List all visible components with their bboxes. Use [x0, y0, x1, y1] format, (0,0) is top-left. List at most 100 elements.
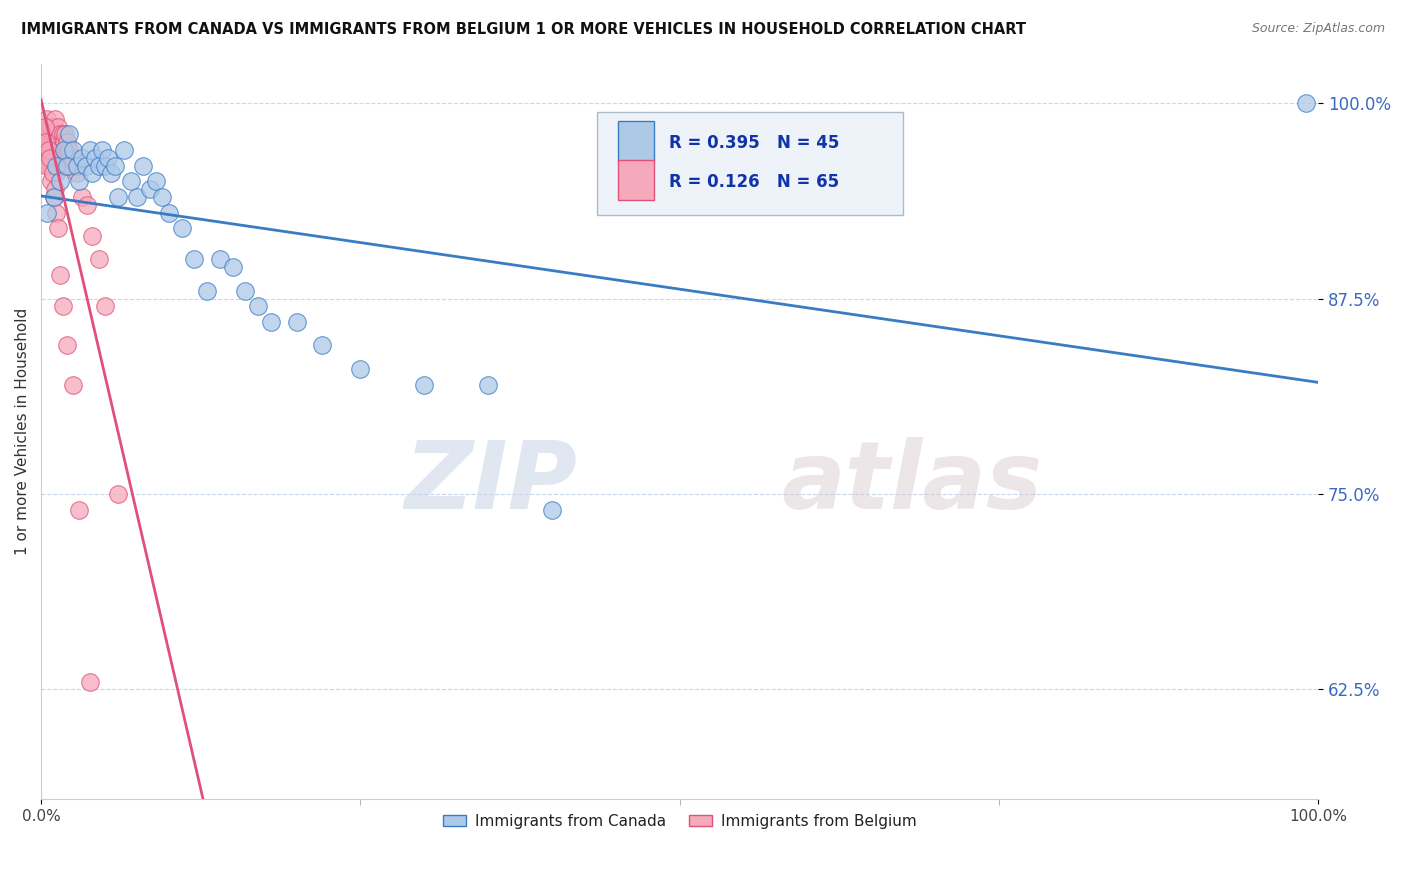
- Point: [87, 252, 110, 267]
- Point: [41, 135, 63, 149]
- Point: [42, 120, 65, 134]
- Point: [125, 190, 148, 204]
- Point: [34, 120, 56, 134]
- Point: [46, 120, 69, 134]
- Point: [49, 174, 72, 188]
- Point: [55, 338, 77, 352]
- Point: [247, 299, 270, 313]
- Point: [152, 190, 174, 204]
- Point: [58, 143, 80, 157]
- Point: [38, 120, 60, 134]
- Point: [53, 128, 76, 142]
- Point: [208, 252, 231, 267]
- FancyBboxPatch shape: [596, 112, 903, 215]
- Point: [107, 487, 129, 501]
- Point: [42, 159, 65, 173]
- Text: ZIP: ZIP: [405, 437, 578, 529]
- Point: [52, 159, 75, 173]
- Point: [96, 151, 118, 165]
- Point: [39, 143, 62, 157]
- Point: [48, 159, 70, 173]
- Point: [41, 159, 63, 173]
- Point: [55, 135, 77, 149]
- Point: [62, 151, 84, 165]
- Point: [145, 174, 167, 188]
- Point: [104, 159, 127, 173]
- Point: [45, 205, 67, 219]
- Point: [42, 143, 65, 157]
- Point: [55, 159, 77, 173]
- Point: [541, 502, 564, 516]
- Point: [49, 268, 72, 282]
- Point: [34, 135, 56, 149]
- Point: [67, 174, 90, 188]
- Point: [221, 260, 243, 275]
- Point: [44, 112, 66, 126]
- Point: [41, 174, 63, 188]
- Point: [260, 315, 283, 329]
- Point: [170, 221, 193, 235]
- Point: [37, 205, 59, 219]
- Point: [62, 143, 84, 157]
- Point: [349, 362, 371, 376]
- Point: [112, 143, 135, 157]
- Point: [49, 128, 72, 142]
- Point: [37, 143, 59, 157]
- Point: [45, 151, 67, 165]
- Point: [53, 143, 76, 157]
- Point: [235, 284, 257, 298]
- Point: [100, 166, 122, 180]
- Y-axis label: 1 or more Vehicles in Household: 1 or more Vehicles in Household: [15, 308, 30, 555]
- Point: [52, 128, 75, 142]
- Point: [53, 151, 76, 165]
- Point: [41, 135, 63, 149]
- Point: [35, 135, 58, 149]
- Point: [82, 229, 104, 244]
- Point: [76, 198, 98, 212]
- Point: [42, 190, 65, 204]
- Point: [55, 159, 77, 173]
- Text: atlas: atlas: [782, 437, 1043, 529]
- Point: [44, 182, 66, 196]
- Point: [1295, 96, 1317, 111]
- Text: Source: ZipAtlas.com: Source: ZipAtlas.com: [1251, 22, 1385, 36]
- Point: [91, 143, 114, 157]
- Point: [52, 299, 75, 313]
- Point: [56, 151, 79, 165]
- Point: [45, 166, 67, 180]
- Point: [41, 120, 63, 134]
- Point: [48, 135, 70, 149]
- Point: [87, 159, 110, 173]
- Point: [82, 166, 104, 180]
- Point: [70, 190, 93, 204]
- Point: [59, 159, 82, 173]
- Point: [67, 502, 90, 516]
- Point: [41, 166, 63, 180]
- Point: [79, 674, 101, 689]
- Point: [46, 221, 69, 235]
- Point: [70, 151, 93, 165]
- Point: [38, 143, 60, 157]
- Point: [44, 135, 66, 149]
- Point: [311, 338, 333, 352]
- Point: [41, 128, 63, 142]
- Point: [37, 159, 59, 173]
- Point: [51, 135, 73, 149]
- Point: [195, 284, 218, 298]
- Point: [58, 128, 80, 142]
- Point: [37, 112, 59, 126]
- Point: [62, 377, 84, 392]
- Point: [138, 182, 160, 196]
- Point: [53, 135, 76, 149]
- Point: [79, 143, 101, 157]
- Point: [83, 151, 105, 165]
- Point: [45, 128, 67, 142]
- Point: [39, 128, 62, 142]
- Point: [413, 377, 436, 392]
- Point: [39, 151, 62, 165]
- Point: [49, 143, 72, 157]
- Point: [66, 159, 89, 173]
- Legend: Immigrants from Canada, Immigrants from Belgium: Immigrants from Canada, Immigrants from …: [437, 808, 922, 835]
- Point: [157, 205, 180, 219]
- Text: R = 0.395   N = 45: R = 0.395 N = 45: [669, 134, 839, 152]
